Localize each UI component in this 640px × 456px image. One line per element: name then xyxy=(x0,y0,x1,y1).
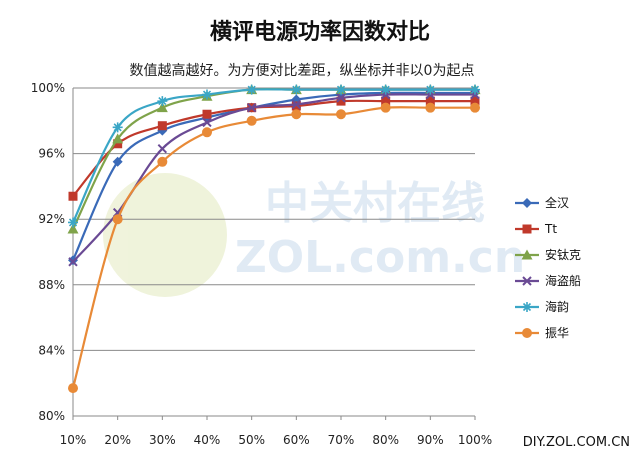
data-point xyxy=(157,143,168,154)
data-point xyxy=(291,84,302,95)
legend-label: 安钛克 xyxy=(545,247,581,262)
series-line xyxy=(72,88,475,223)
data-point xyxy=(68,257,78,267)
x-tick-label: 100% xyxy=(458,433,492,447)
y-tick-label: 100% xyxy=(31,81,65,95)
data-point xyxy=(291,109,302,120)
series-4 xyxy=(68,84,480,228)
data-point xyxy=(291,101,301,111)
data-point xyxy=(202,89,212,100)
series-line xyxy=(72,99,475,197)
watermark-text-2: ZOL.com.cn xyxy=(235,232,525,283)
data-point xyxy=(157,121,167,131)
legend-marker xyxy=(522,328,532,338)
data-point xyxy=(202,127,212,138)
legend-item: 振华 xyxy=(515,326,569,340)
y-tick-label: 88% xyxy=(38,278,65,292)
axes: 80% 84% 88% 92% 96% 100% 10% 20% 30% 40% 50% 60% 70%… xyxy=(31,81,492,447)
data-point xyxy=(156,102,168,113)
legend-item: Tt xyxy=(515,222,557,236)
data-point xyxy=(112,133,124,144)
data-point xyxy=(246,102,257,113)
legend-marker xyxy=(522,224,532,234)
data-point xyxy=(112,122,123,133)
data-point xyxy=(470,84,480,95)
data-point xyxy=(380,84,391,95)
watermark: 中关村在线 ZOL.com.cn xyxy=(103,173,525,297)
watermark-text-1: 中关村在线 xyxy=(265,178,485,229)
watermark-logo xyxy=(103,173,227,297)
y-tick-label: 84% xyxy=(38,343,65,357)
legend-label: 海韵 xyxy=(545,299,569,314)
series-5 xyxy=(68,102,480,394)
data-point xyxy=(113,139,123,149)
x-tick-label: 20% xyxy=(104,433,131,447)
data-point xyxy=(68,217,78,228)
legend-item: 全汉 xyxy=(515,195,569,210)
data-point xyxy=(157,96,168,107)
series-line xyxy=(71,91,475,261)
data-point xyxy=(112,214,123,225)
x-tick-label: 80% xyxy=(372,433,399,447)
legend-item: 安钛克 xyxy=(515,247,581,262)
x-tick-label: 70% xyxy=(328,433,355,447)
footer-label: DIY.ZOL.COM.CN xyxy=(523,435,630,450)
data-point xyxy=(380,102,391,113)
legend-item: 海盗船 xyxy=(515,273,581,288)
data-point xyxy=(291,99,302,110)
x-tick-label: 90% xyxy=(417,433,444,447)
x-tick-label: 10% xyxy=(60,433,87,447)
data-point xyxy=(425,84,436,95)
y-tick-label: 80% xyxy=(38,409,65,423)
data-point xyxy=(381,96,391,106)
data-point xyxy=(68,383,78,394)
legend-marker xyxy=(522,302,532,312)
x-tick-label: 50% xyxy=(238,433,265,447)
data-point xyxy=(202,109,212,119)
data-point xyxy=(336,93,346,103)
legend-label: 全汉 xyxy=(545,195,569,210)
legend-label: Tt xyxy=(544,222,557,236)
x-tick-label: 30% xyxy=(149,433,176,447)
chart-title: 横评电源功率因数对比 xyxy=(210,19,430,45)
data-point xyxy=(68,191,78,201)
x-tick-label: 60% xyxy=(283,433,310,447)
data-point xyxy=(425,102,436,113)
legend-marker xyxy=(521,249,533,260)
data-point xyxy=(470,102,480,113)
y-tick-label: 96% xyxy=(38,147,65,161)
data-point xyxy=(157,156,168,167)
legend-marker xyxy=(522,276,532,286)
series-layer xyxy=(67,84,481,394)
data-point xyxy=(470,96,480,106)
data-point xyxy=(336,96,346,106)
data-point xyxy=(336,109,346,120)
legend-item: 海韵 xyxy=(515,299,569,314)
x-tick-label: 40% xyxy=(194,433,221,447)
data-point xyxy=(246,115,257,126)
y-tick-label: 92% xyxy=(38,212,65,226)
data-point xyxy=(202,117,212,128)
legend-label: 振华 xyxy=(545,326,569,340)
legend-marker xyxy=(522,198,532,208)
data-point xyxy=(425,96,435,106)
data-point xyxy=(336,84,346,95)
chart-subtitle: 数值越高越好。为方便对比差距，纵坐标并非以0为起点 xyxy=(130,62,475,79)
data-point xyxy=(67,223,79,234)
data-point xyxy=(246,84,257,95)
data-point xyxy=(112,156,123,167)
legend-label: 海盗船 xyxy=(545,273,581,288)
